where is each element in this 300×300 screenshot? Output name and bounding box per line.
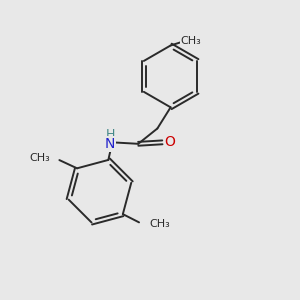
Text: CH₃: CH₃ [149, 219, 170, 229]
Text: CH₃: CH₃ [181, 36, 202, 46]
Text: N: N [105, 137, 115, 151]
Text: H: H [105, 128, 115, 141]
Text: CH₃: CH₃ [29, 153, 50, 163]
Text: O: O [164, 135, 175, 149]
